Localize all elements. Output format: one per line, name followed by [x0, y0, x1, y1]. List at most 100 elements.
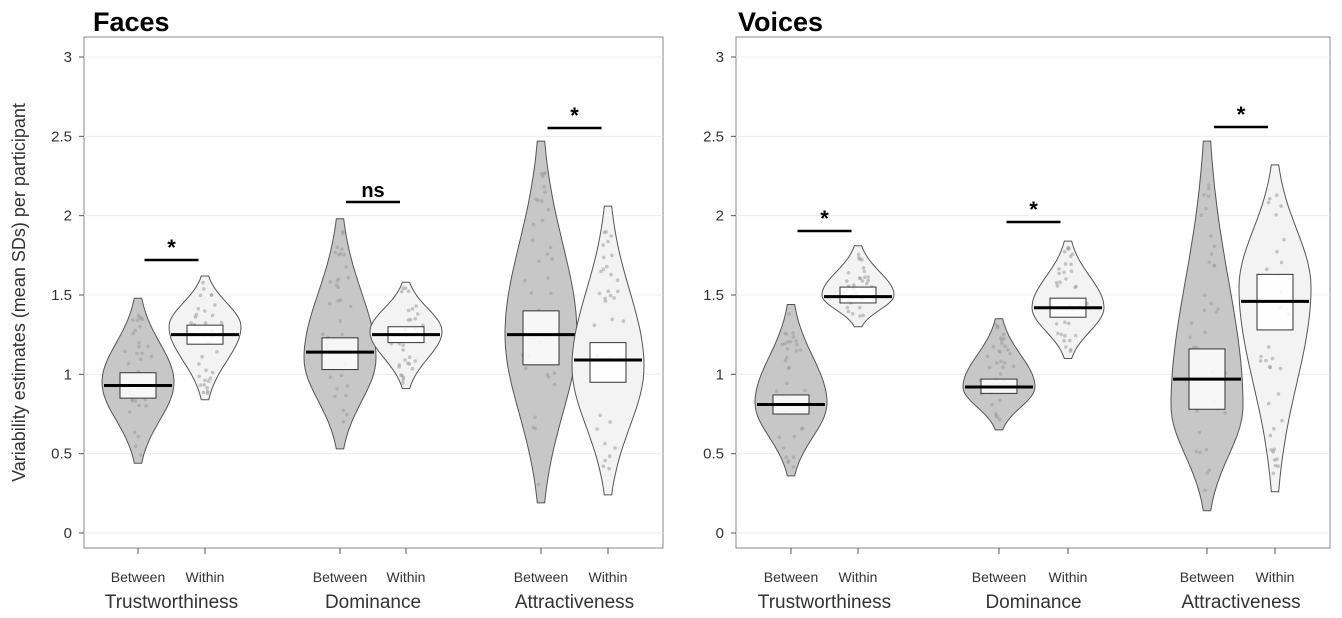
- data-point: [1064, 345, 1068, 349]
- data-point: [599, 269, 603, 274]
- data-point: [346, 275, 351, 280]
- data-point: [1272, 458, 1277, 462]
- y-tick-label: 1: [716, 366, 724, 383]
- data-point: [803, 388, 807, 393]
- data-point: [991, 344, 996, 349]
- data-point: [135, 318, 140, 323]
- data-point: [987, 365, 992, 370]
- y-tick-label: 2: [64, 208, 72, 225]
- data-point: [858, 276, 863, 281]
- data-point: [1207, 260, 1212, 264]
- data-point: [340, 247, 344, 251]
- data-point: [197, 362, 201, 366]
- data-point: [866, 275, 871, 279]
- significance-label: ns: [361, 180, 384, 202]
- violin-between: [303, 218, 377, 450]
- data-point: [197, 374, 201, 379]
- data-point: [219, 320, 224, 325]
- data-point: [1266, 401, 1271, 406]
- x-tick-label: Within: [1049, 569, 1088, 585]
- data-point: [413, 359, 418, 363]
- data-point: [215, 350, 219, 354]
- data-point: [406, 361, 410, 366]
- data-point: [1270, 356, 1275, 361]
- data-point: [146, 344, 150, 349]
- group-label: Trustworthiness: [758, 592, 891, 613]
- data-point: [1267, 197, 1272, 201]
- data-point: [985, 354, 990, 359]
- data-point: [408, 317, 413, 322]
- data-point: [605, 264, 609, 269]
- data-point: [1259, 354, 1263, 359]
- data-point: [609, 272, 613, 277]
- data-point: [1062, 270, 1066, 275]
- data-point: [328, 280, 333, 284]
- data-point: [1068, 349, 1073, 353]
- data-point: [598, 413, 602, 418]
- data-point: [595, 427, 599, 431]
- x-tick-label: Between: [764, 569, 818, 585]
- data-point: [140, 317, 145, 322]
- data-point: [866, 278, 870, 283]
- data-point: [845, 279, 849, 283]
- significance-label: *: [1237, 102, 1246, 127]
- data-point: [333, 250, 337, 255]
- data-point: [333, 394, 337, 399]
- data-point: [1195, 409, 1199, 413]
- data-point: [787, 312, 791, 316]
- data-point: [609, 234, 613, 238]
- data-point: [1207, 468, 1212, 472]
- data-point: [137, 344, 141, 349]
- iqr-box: [589, 342, 627, 383]
- data-point: [1273, 463, 1278, 468]
- y-tick-label: 0.5: [51, 446, 72, 463]
- data-point: [126, 361, 131, 366]
- data-point: [1216, 307, 1220, 311]
- data-point: [1276, 464, 1280, 469]
- data-point: [1073, 333, 1078, 338]
- data-point: [552, 382, 557, 387]
- data-point: [201, 390, 206, 395]
- x-tick-label: Within: [589, 569, 628, 585]
- data-point: [414, 304, 419, 308]
- data-point: [999, 359, 1003, 364]
- data-point: [1001, 365, 1005, 370]
- data-point: [1258, 359, 1263, 363]
- iqr-box: [839, 286, 877, 304]
- data-point: [1066, 321, 1071, 326]
- data-point: [545, 252, 550, 256]
- data-point: [845, 305, 850, 310]
- data-point: [549, 291, 553, 296]
- y-tick-label: 1: [64, 366, 72, 383]
- group-trustworthiness: Between Within Trustworthiness *: [101, 235, 242, 613]
- data-point: [997, 349, 1002, 353]
- data-point: [597, 291, 602, 296]
- data-point: [601, 255, 606, 260]
- data-point: [1055, 284, 1060, 288]
- violin-between: [754, 304, 828, 477]
- violin-within: [821, 245, 895, 328]
- data-point: [341, 231, 345, 236]
- data-point: [1272, 447, 1276, 452]
- data-point: [1068, 338, 1072, 343]
- data-point: [606, 239, 610, 244]
- data-point: [616, 289, 620, 294]
- data-point: [138, 357, 143, 362]
- data-point: [1073, 285, 1077, 290]
- y-tick-label: 3: [716, 49, 724, 66]
- data-point: [523, 279, 527, 283]
- data-point: [1204, 447, 1209, 452]
- data-point: [335, 245, 340, 250]
- data-point: [539, 172, 544, 176]
- data-point: [397, 365, 401, 369]
- y-tick-label: 0: [716, 525, 724, 542]
- data-point: [850, 312, 855, 316]
- data-point: [1203, 488, 1207, 493]
- data-point: [1003, 344, 1007, 349]
- data-point: [857, 255, 861, 260]
- data-point: [794, 339, 798, 343]
- data-point: [1001, 332, 1006, 337]
- y-tick-label: 1.5: [51, 287, 72, 304]
- data-point: [1275, 250, 1279, 254]
- data-point: [862, 269, 867, 274]
